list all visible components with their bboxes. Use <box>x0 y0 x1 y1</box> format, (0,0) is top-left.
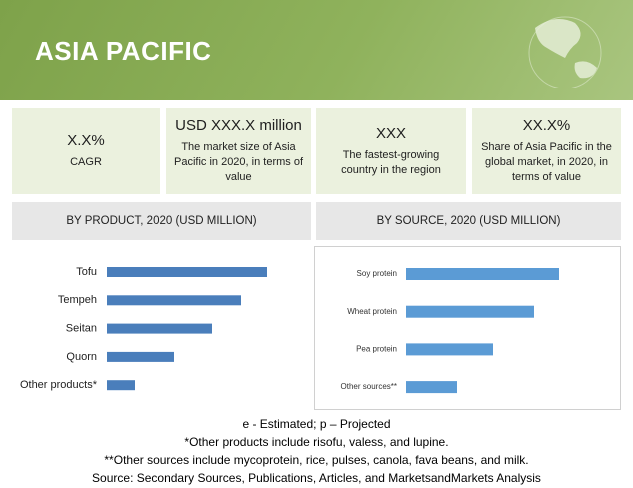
stat-box: XX.X% Share of Asia Pacific in the globa… <box>472 108 621 194</box>
bar <box>406 381 457 394</box>
stat-value: USD XXX.X million <box>175 117 302 134</box>
stat-label: The fastest-growing country in the regio… <box>341 148 441 176</box>
stat-box: X.X% CAGR <box>12 108 160 194</box>
stat-box: XXX The fastest-growing country in the r… <box>316 108 466 194</box>
bar <box>107 380 135 391</box>
footnote: Source: Secondary Sources, Publications,… <box>92 471 541 485</box>
chart-title: BY PRODUCT, 2020 (USD MILLION) <box>12 202 311 240</box>
chart: Soy protein Wheat protein Pea protein Other… <box>314 246 621 410</box>
category-label: Wheat protein <box>347 307 397 316</box>
bar <box>107 323 212 334</box>
bar <box>107 267 267 277</box>
bar <box>107 295 241 306</box>
stat-box: USD XXX.X million The market size of Asi… <box>166 108 311 194</box>
stat-label: Share of Asia Pacific in the global mark… <box>481 141 612 183</box>
footnote: e - Estimated; p – Projected <box>242 417 391 431</box>
footnote: *Other products include risofu, valess, … <box>184 435 449 449</box>
category-label: Soy protein <box>357 269 397 278</box>
bar <box>406 268 559 280</box>
category-label: Tempeh <box>58 294 97 306</box>
map-icon <box>528 16 602 88</box>
category-label: Other sources** <box>341 382 397 391</box>
header-band <box>0 0 633 100</box>
stat-value: XXX <box>375 124 406 142</box>
stat-label: The market size of Asia Pacific in 2020,… <box>174 141 304 183</box>
chart: Tofu Tempeh Seitan Quorn Other products* <box>20 266 267 391</box>
footnote: **Other sources include mycoprotein, ric… <box>104 453 529 467</box>
category-label: Tofu <box>76 266 97 278</box>
stat-value: XX.X% <box>522 117 571 134</box>
category-label: Other products* <box>20 379 98 391</box>
bar <box>107 351 174 362</box>
bar <box>406 343 493 356</box>
title: ASIA PACIFIC <box>35 36 212 66</box>
stat-value: X.X% <box>67 132 105 149</box>
chart-title: BY SOURCE, 2020 (USD MILLION) <box>316 202 621 240</box>
category-label: Pea protein <box>356 345 397 354</box>
category-label: Seitan <box>66 323 97 335</box>
bar <box>406 305 534 318</box>
stat-label: CAGR <box>70 156 102 168</box>
category-label: Quorn <box>66 351 97 363</box>
